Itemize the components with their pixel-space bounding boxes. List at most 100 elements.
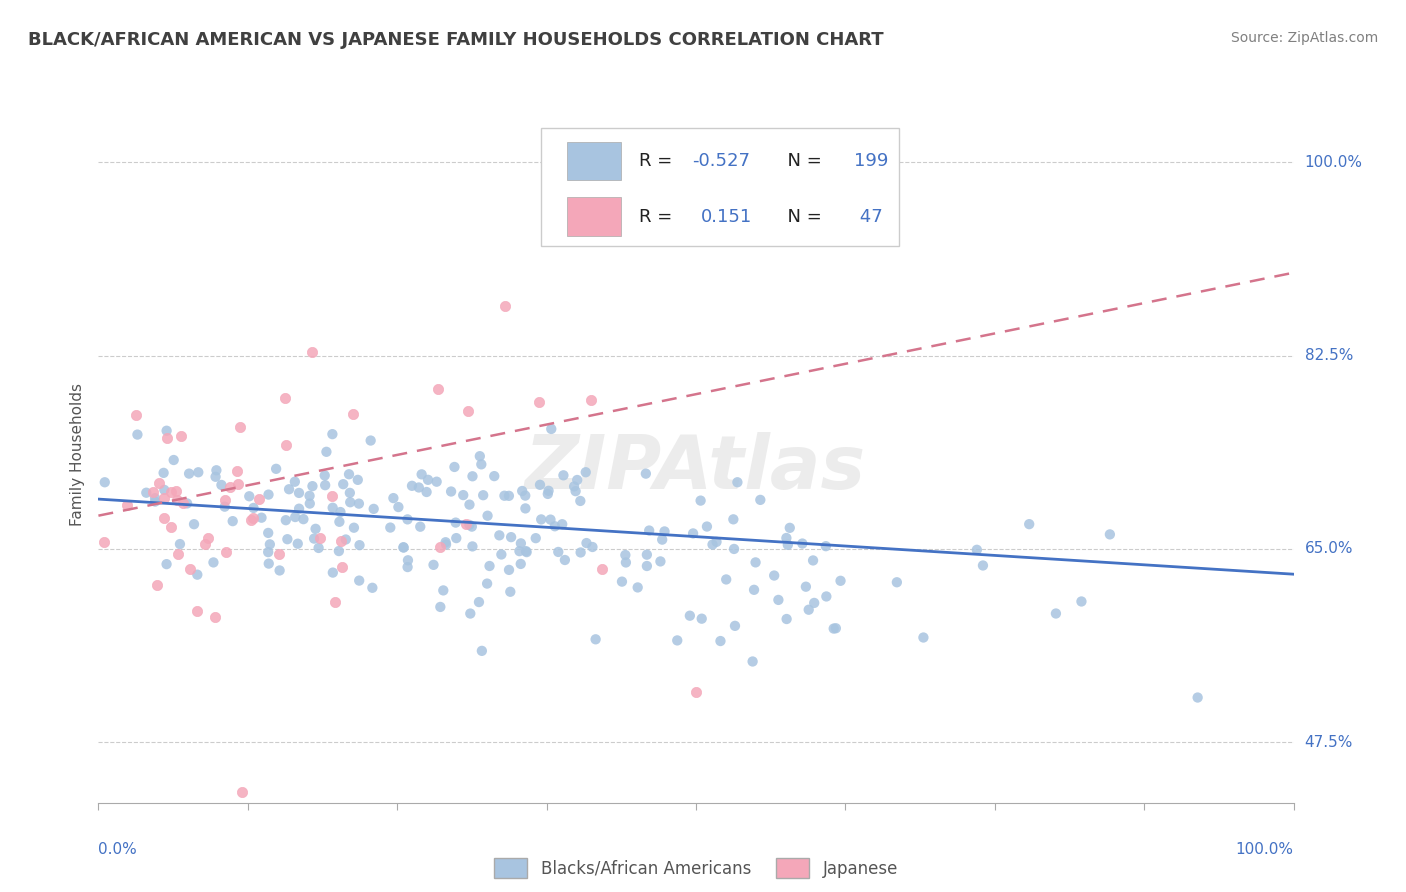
Point: [537, 487, 560, 501]
Point: [363, 501, 385, 516]
Point: [547, 545, 569, 559]
Point: [160, 520, 183, 534]
Point: [177, 467, 200, 481]
Point: [741, 655, 763, 669]
Point: [742, 582, 765, 597]
Point: [204, 610, 226, 624]
Point: [328, 515, 350, 529]
Point: [229, 420, 252, 434]
Point: [432, 583, 454, 598]
Point: [204, 470, 226, 484]
Point: [314, 468, 336, 483]
Point: [214, 500, 236, 514]
Point: [308, 541, 330, 555]
Point: [408, 481, 430, 495]
Text: 47.5%: 47.5%: [1305, 734, 1353, 749]
Point: [516, 545, 538, 559]
Point: [886, 575, 908, 590]
Point: [167, 547, 190, 561]
Point: [392, 540, 415, 554]
Point: [575, 536, 598, 550]
Point: [396, 512, 419, 526]
Point: [94, 475, 117, 490]
Point: [339, 495, 361, 509]
Point: [477, 508, 499, 523]
Point: [803, 596, 825, 610]
Point: [225, 464, 247, 478]
Point: [515, 489, 537, 503]
Point: [461, 540, 484, 554]
Point: [156, 431, 179, 445]
Point: [1045, 607, 1067, 621]
Point: [591, 562, 613, 576]
Text: BLACK/AFRICAN AMERICAN VS JAPANESE FAMILY HOUSEHOLDS CORRELATION CHART: BLACK/AFRICAN AMERICAN VS JAPANESE FAMIL…: [28, 31, 884, 49]
Point: [429, 599, 451, 614]
Legend: Blacks/African Americans, Japanese: Blacks/African Americans, Japanese: [488, 851, 904, 885]
Bar: [567, 142, 620, 180]
Point: [569, 494, 592, 508]
Point: [824, 621, 846, 635]
Point: [242, 511, 264, 525]
Text: 0.0%: 0.0%: [98, 842, 138, 856]
Point: [527, 395, 550, 409]
Point: [749, 492, 772, 507]
Point: [475, 576, 498, 591]
Point: [540, 422, 562, 436]
Point: [446, 531, 468, 545]
Point: [343, 521, 366, 535]
Point: [187, 465, 209, 479]
Point: [468, 449, 491, 463]
Point: [115, 498, 138, 512]
Y-axis label: Family Households: Family Households: [69, 384, 84, 526]
Point: [392, 541, 415, 555]
Point: [257, 525, 280, 540]
Point: [304, 522, 326, 536]
Text: ZIPAtlas: ZIPAtlas: [526, 433, 866, 506]
Point: [346, 473, 368, 487]
Point: [585, 632, 607, 647]
Point: [723, 541, 745, 556]
Bar: [567, 197, 620, 235]
Point: [454, 517, 477, 532]
Point: [93, 534, 115, 549]
Point: [323, 595, 346, 609]
Point: [329, 534, 352, 549]
Point: [498, 563, 520, 577]
Point: [690, 612, 713, 626]
Point: [240, 513, 263, 527]
Point: [540, 513, 562, 527]
Text: 100.0%: 100.0%: [1236, 842, 1294, 856]
Point: [159, 484, 181, 499]
Point: [461, 519, 484, 533]
Point: [458, 498, 481, 512]
Point: [451, 488, 474, 502]
Point: [744, 555, 766, 569]
Point: [238, 489, 260, 503]
Point: [387, 500, 409, 514]
Point: [288, 486, 311, 500]
Point: [273, 391, 295, 405]
Point: [302, 532, 325, 546]
Point: [823, 622, 845, 636]
Point: [215, 545, 238, 559]
Point: [228, 477, 250, 491]
Point: [143, 491, 166, 505]
Point: [638, 524, 661, 538]
Point: [257, 487, 280, 501]
Point: [429, 541, 451, 555]
Point: [257, 557, 280, 571]
Point: [152, 466, 174, 480]
Point: [176, 496, 198, 510]
Point: [287, 537, 309, 551]
Point: [627, 581, 650, 595]
Point: [501, 530, 523, 544]
Point: [524, 531, 547, 545]
Point: [332, 477, 354, 491]
Point: [510, 483, 533, 498]
Point: [443, 459, 465, 474]
Point: [471, 644, 494, 658]
Point: [321, 489, 343, 503]
Point: [682, 526, 704, 541]
Point: [276, 438, 298, 452]
Point: [509, 557, 531, 571]
